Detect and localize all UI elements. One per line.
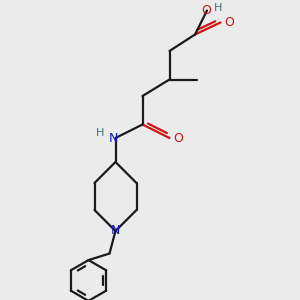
Text: H: H (214, 3, 223, 13)
Text: H: H (96, 128, 104, 138)
Text: N: N (111, 224, 120, 238)
Text: O: O (202, 4, 211, 17)
Text: N: N (108, 131, 118, 145)
Text: O: O (173, 131, 183, 145)
Text: O: O (224, 16, 234, 29)
